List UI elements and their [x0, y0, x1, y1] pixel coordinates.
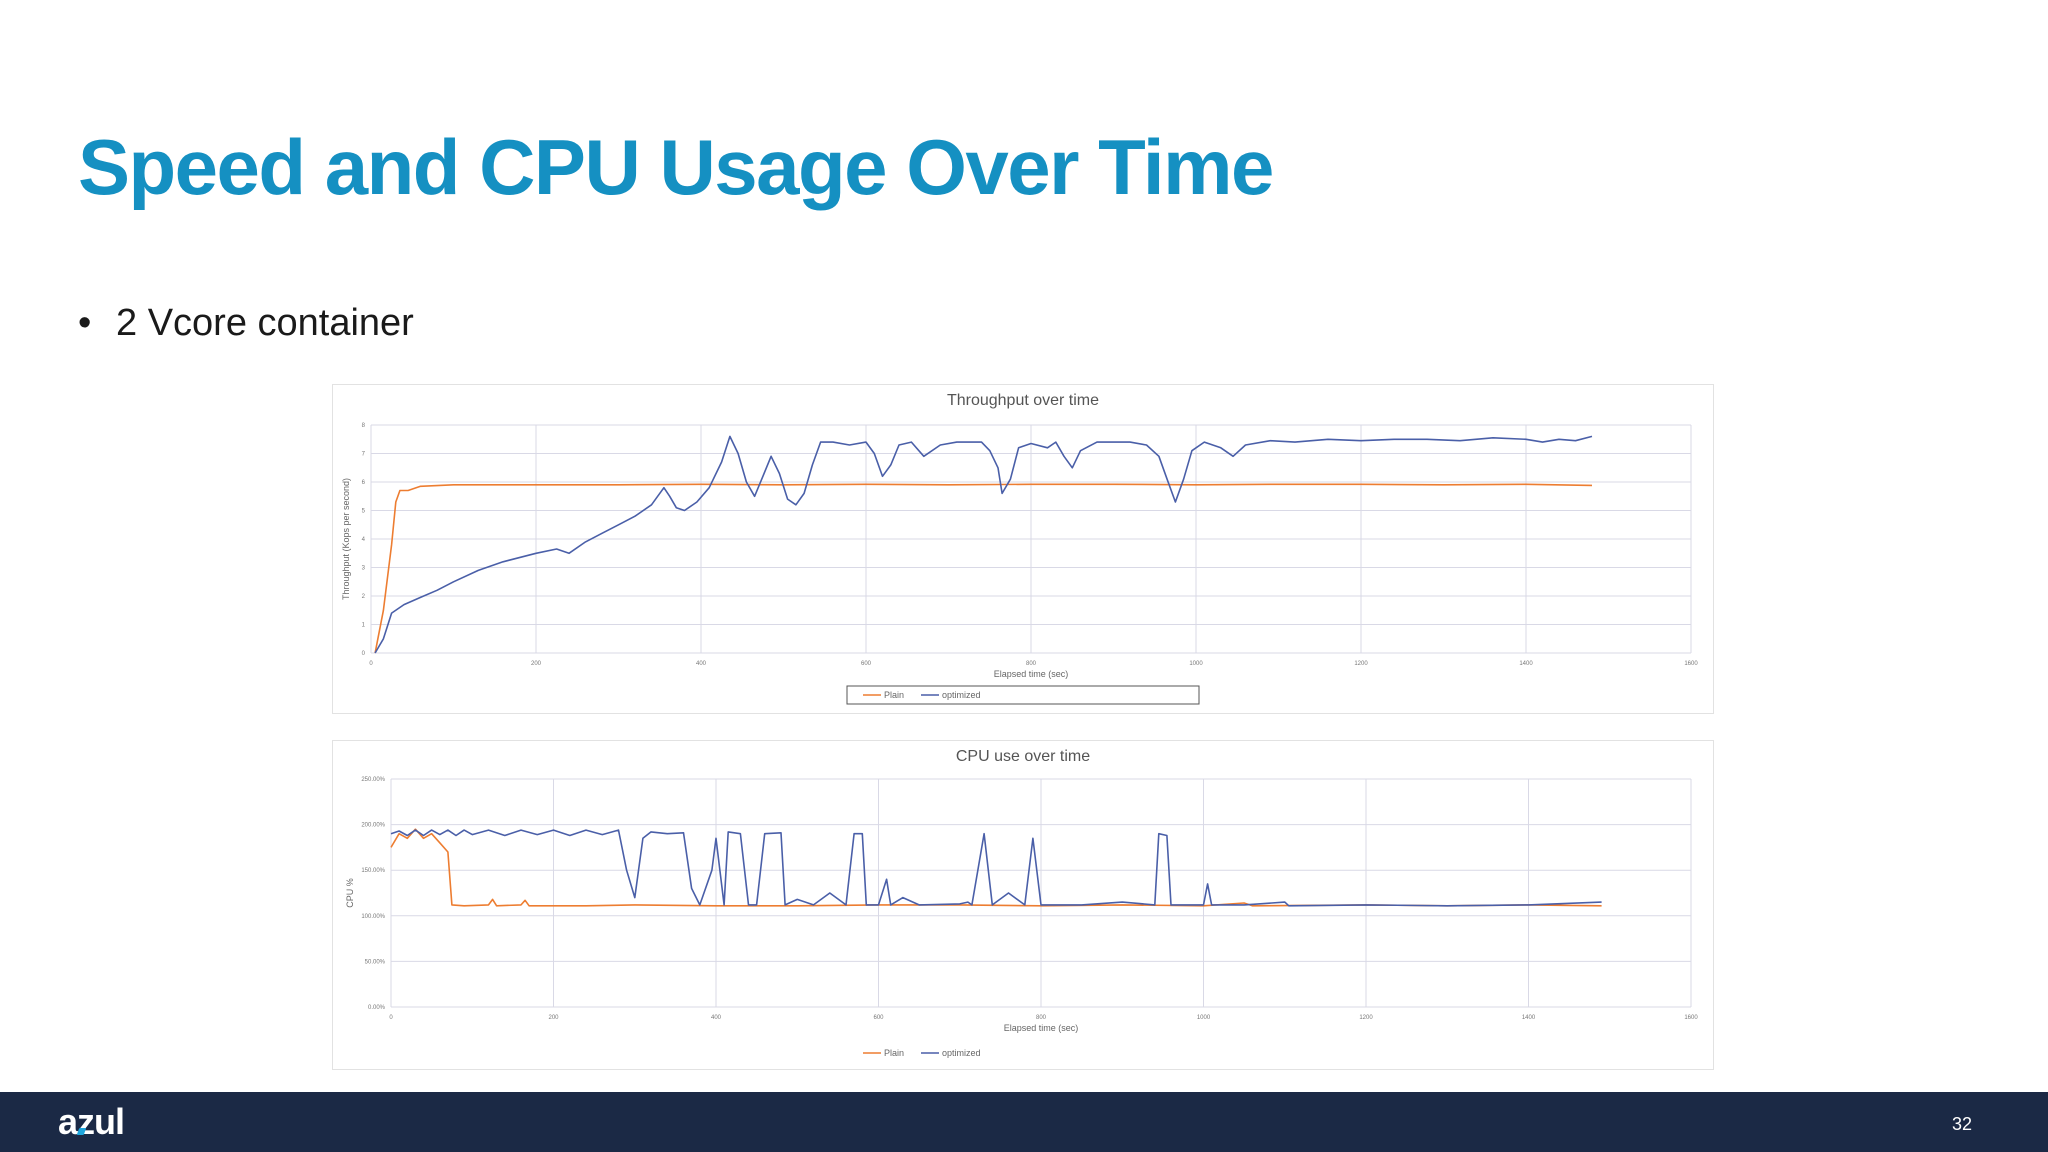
series-line-plain: [390, 828, 1602, 907]
x-tick-label: 1200: [1354, 661, 1368, 667]
chart-title: Throughput over time: [947, 392, 1099, 409]
series-line-optimized: [374, 435, 1593, 654]
x-tick-label: 1400: [1519, 661, 1533, 667]
x-tick-label: 1600: [1684, 1015, 1698, 1021]
legend-label-plain: Plain: [884, 690, 904, 700]
x-tick-label: 1600: [1684, 661, 1698, 667]
series-line-optimized: [390, 829, 1602, 907]
y-tick-label: 6: [362, 480, 366, 486]
y-tick-label: 0.00%: [368, 1005, 386, 1011]
cpu-chart-panel: CPU use over time 0.00% 50.00% 100.00% 150.0…: [332, 740, 1714, 1070]
series-line-plain: [374, 483, 1593, 654]
y-tick-label: 8: [362, 423, 366, 429]
bullet-item: • 2 Vcore container: [78, 302, 414, 345]
x-tick-label: 800: [1026, 661, 1037, 667]
legend-label-plain: Plain: [884, 1048, 904, 1058]
legend-label-optimized: optimized: [942, 1048, 981, 1058]
bullet-text: 2 Vcore container: [116, 302, 414, 344]
chart-legend: Plain optimized: [846, 685, 1200, 705]
x-tick-label: 0: [369, 661, 373, 667]
throughput-chart: Throughput over time 0 1 2 3 4 5 6 7 8 0 200 400 600 8…: [341, 392, 1698, 705]
y-tick-label: 150.00%: [361, 868, 385, 874]
page-title: Speed and CPU Usage Over Time: [78, 123, 1274, 211]
chart-legend: Plain optimized: [863, 1048, 981, 1058]
y-tick-label: 50.00%: [365, 959, 386, 965]
x-tick-label: 200: [548, 1015, 559, 1021]
x-tick-label: 1000: [1197, 1015, 1211, 1021]
y-tick-label: 250.00%: [361, 777, 385, 783]
legend-box: [846, 685, 1200, 705]
bullet-dot: •: [78, 302, 92, 344]
y-tick-label: 2: [362, 594, 366, 600]
x-tick-label: 400: [711, 1015, 722, 1021]
y-tick-label: 5: [362, 509, 366, 515]
y-tick-label: 0: [362, 651, 366, 657]
azul-logo: azul: [58, 1101, 125, 1142]
y-axis-label: Throughput (Kops per second): [341, 478, 351, 600]
x-tick-label: 1400: [1522, 1015, 1536, 1021]
page-number: 32: [1951, 1114, 1972, 1134]
x-tick-label: 600: [861, 661, 872, 667]
y-tick-label: 3: [362, 566, 366, 572]
x-tick-label: 0: [389, 1015, 393, 1021]
y-tick-label: 7: [362, 452, 366, 458]
x-tick-label: 200: [531, 661, 542, 667]
x-tick-label: 1200: [1359, 1015, 1373, 1021]
y-tick-label: 100.00%: [361, 914, 385, 920]
x-tick-label: 800: [1036, 1015, 1047, 1021]
x-tick-label: 600: [873, 1015, 884, 1021]
y-tick-label: 4: [362, 537, 366, 543]
legend-label-optimized: optimized: [942, 690, 981, 700]
y-tick-label: 1: [362, 623, 366, 629]
x-axis-label: Elapsed time (sec): [1004, 1023, 1079, 1033]
x-tick-label: 1000: [1189, 661, 1203, 667]
x-axis-label: Elapsed time (sec): [994, 669, 1069, 679]
footer-bar: azul 32: [0, 1092, 2048, 1152]
y-axis-label: CPU %: [345, 878, 355, 908]
x-tick-label: 400: [696, 661, 707, 667]
chart-title: CPU use over time: [956, 748, 1090, 765]
cpu-chart: CPU use over time 0.00% 50.00% 100.00% 150.0…: [345, 748, 1698, 1058]
throughput-chart-panel: Throughput over time 0 1 2 3 4 5 6 7 8 0 200 400 600 8…: [332, 384, 1714, 714]
y-tick-label: 200.00%: [361, 823, 385, 829]
